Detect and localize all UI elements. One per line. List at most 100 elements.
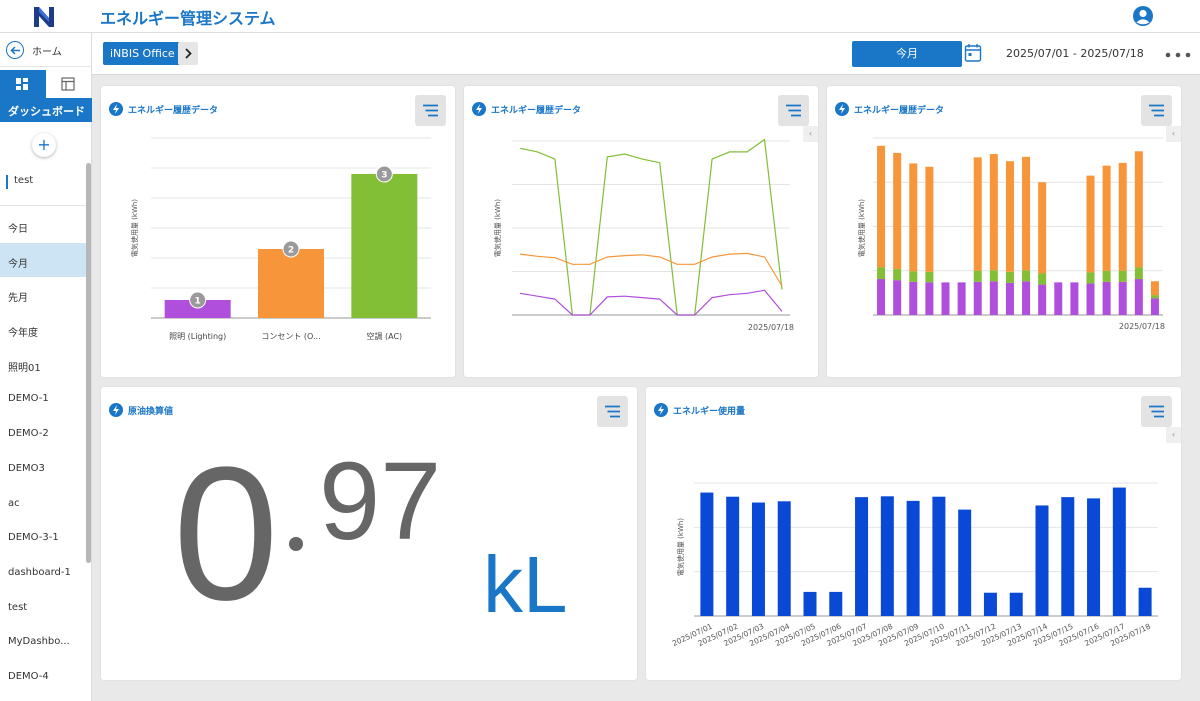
card-menu-button[interactable] xyxy=(415,95,446,126)
home-link[interactable]: ホーム xyxy=(0,33,92,67)
bar xyxy=(906,500,920,616)
bar xyxy=(1061,497,1075,616)
sidebar-divider xyxy=(0,205,90,206)
logo-icon[interactable] xyxy=(33,6,55,28)
bar-segment xyxy=(957,282,966,315)
sidebar-nav-item[interactable]: DEMO-1 xyxy=(8,393,49,405)
lightning-icon xyxy=(109,403,123,417)
oil-value-unit: kL xyxy=(483,540,568,629)
card-menu-button[interactable] xyxy=(597,396,628,427)
sidebar-nav-item[interactable]: DEMO-2 xyxy=(8,428,49,440)
bar-segment xyxy=(1054,282,1063,315)
lightning-icon xyxy=(109,102,123,116)
bar-segment xyxy=(1118,162,1127,271)
add-dashboard-button[interactable]: + xyxy=(32,133,56,157)
bar-segment xyxy=(925,166,934,272)
bar xyxy=(726,496,740,616)
sidebar-nav-item[interactable]: DEMO-4 xyxy=(8,670,49,682)
rank-badge xyxy=(375,165,393,183)
energy-history-card-1: エネルギー履歴データ 電気使用量 (kWh) 1 照明 (Lighting) 2 コンセ… xyxy=(101,86,455,377)
tab-layout-view[interactable] xyxy=(46,70,92,98)
category-bar-chart: 電気使用量 (kWh) 1 照明 (Lighting) 2 コンセント (O... 3 空調… xyxy=(130,137,431,341)
bar-segment xyxy=(1150,295,1159,299)
bar xyxy=(1138,587,1152,616)
bar xyxy=(932,496,946,616)
date-range: 2025/07/01 - 2025/07/18 xyxy=(1006,47,1144,60)
sidebar-nav-item[interactable]: 先月 xyxy=(8,293,28,305)
energy-history-card-3: エネルギー履歴データ ‹ 電気使用量 (kWh) 2025/07/18 xyxy=(827,86,1181,377)
user-account-icon[interactable] xyxy=(1132,5,1154,27)
bar-segment xyxy=(1005,282,1014,315)
grid-icon xyxy=(16,78,28,90)
bar xyxy=(1035,505,1049,616)
bar-segment xyxy=(989,270,998,282)
card-title: エネルギー履歴データ xyxy=(491,106,582,116)
bar xyxy=(164,300,231,318)
x-tick-label: 空調 (AC) xyxy=(366,331,402,341)
back-arrow-icon[interactable] xyxy=(6,41,24,59)
daily-usage-bar-chart: 電気使用量 (kWh)2025/07/012025/07/022025/07/0… xyxy=(671,482,1158,648)
rank-badge-label: 2 xyxy=(288,246,294,256)
sidebar-nav-item[interactable]: test xyxy=(8,601,28,613)
bar-segment xyxy=(1118,281,1127,315)
bar-segment xyxy=(877,279,886,315)
bar-segment xyxy=(1086,175,1095,273)
bar-segment xyxy=(973,157,982,271)
bar-segment xyxy=(1102,270,1111,282)
bar-segment xyxy=(973,281,982,315)
menu-icon xyxy=(605,405,620,418)
menu-icon xyxy=(786,104,801,117)
bar xyxy=(1009,592,1023,616)
card-menu-button[interactable] xyxy=(1141,95,1172,126)
dashboard-item[interactable]: test xyxy=(6,175,33,189)
bar-segment xyxy=(1022,156,1031,271)
bar xyxy=(958,509,972,616)
bar-segment xyxy=(1005,161,1014,272)
office-selector[interactable]: iNBIS Office xyxy=(103,42,182,65)
menu-icon xyxy=(423,104,438,117)
bar-segment xyxy=(909,271,918,282)
sidebar-nav-item[interactable]: 今月 xyxy=(0,242,88,278)
sidebar-nav-item[interactable]: ac xyxy=(8,497,20,509)
crude-oil-card: 原油換算値 0 97 kL xyxy=(101,387,637,680)
dashboard-section-label: ダッシュボード xyxy=(0,98,92,122)
bar xyxy=(1112,487,1126,616)
period-button[interactable]: 今月 xyxy=(852,41,962,67)
rank-badge xyxy=(282,240,300,258)
filter-bar: iNBIS Office 今月 2025/07/01 - 2025/07/18 xyxy=(92,33,1200,75)
card-menu-button[interactable] xyxy=(778,95,809,126)
bar-segment xyxy=(1038,182,1047,274)
legend-toggle[interactable]: ‹ xyxy=(1166,126,1181,142)
sidebar-nav-item[interactable]: dashboard-1 xyxy=(8,566,71,578)
bar-segment xyxy=(1022,281,1031,315)
lightning-icon xyxy=(835,102,849,116)
sidebar-nav-item[interactable]: MyDashbo... xyxy=(8,636,70,648)
sidebar-scrollbar[interactable] xyxy=(86,163,91,563)
more-options-icon[interactable] xyxy=(1165,52,1191,58)
sidebar-nav-item[interactable]: DEMO3 xyxy=(8,462,45,474)
card-menu-button[interactable] xyxy=(1141,396,1172,427)
series-line xyxy=(519,138,783,316)
energy-usage-card: エネルギー使用量 ‹ 電気使用量 (kWh) 2025/07/01 2025/07/… xyxy=(646,387,1181,680)
bar-segment xyxy=(989,281,998,315)
view-tabs xyxy=(0,70,92,98)
oil-value-integer: 0 xyxy=(173,428,279,640)
bar-segment xyxy=(1102,165,1111,271)
tab-grid-view[interactable] xyxy=(0,70,46,98)
sidebar-nav-item[interactable]: 照明01 xyxy=(8,362,41,374)
sidebar-nav-item[interactable]: 今日 xyxy=(8,224,28,235)
bar-segment xyxy=(1086,272,1095,284)
bar-segment xyxy=(925,271,934,283)
card-title: エネルギー履歴データ xyxy=(128,106,219,116)
legend-toggle[interactable]: ‹ xyxy=(803,126,818,142)
line-chart: 電気使用量 (kWh) 2025/07/18 xyxy=(493,138,794,332)
legend-toggle[interactable]: ‹ xyxy=(1166,427,1181,443)
office-next-button[interactable] xyxy=(178,42,198,65)
sidebar-nav-item[interactable]: DEMO-3-1 xyxy=(8,532,59,544)
sidebar-nav-item[interactable]: 今年度 xyxy=(8,328,38,340)
bar-segment xyxy=(989,154,998,271)
bar-segment xyxy=(1134,151,1143,268)
calendar-icon[interactable] xyxy=(964,43,982,63)
bar-segment xyxy=(909,163,918,272)
bar-segment xyxy=(1150,281,1159,296)
